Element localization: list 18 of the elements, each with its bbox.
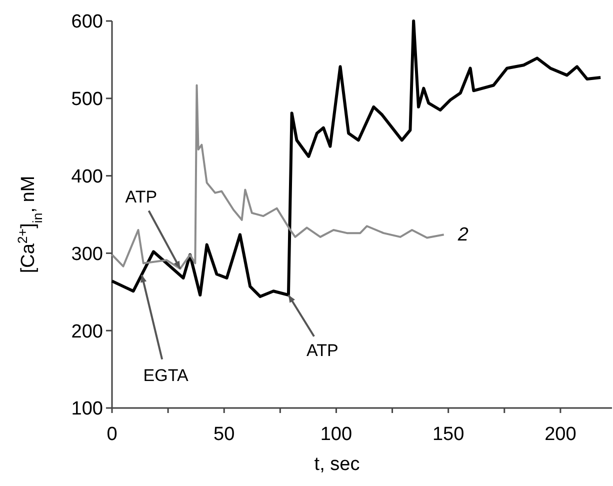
x-axis-title: t, sec bbox=[314, 454, 360, 475]
annotation: ATP bbox=[125, 188, 158, 207]
y-tick-label: 400 bbox=[71, 166, 103, 188]
x-tick-label: 50 bbox=[214, 424, 235, 445]
x-tick-label: 200 bbox=[544, 424, 576, 445]
annotation: ATP bbox=[306, 340, 338, 360]
y-tick-label: 500 bbox=[71, 89, 103, 110]
y-tick-label: 300 bbox=[71, 244, 103, 265]
x-tick-label: 0 bbox=[106, 424, 118, 445]
line-series bbox=[110, 20, 602, 298]
series-label: 2 bbox=[456, 224, 469, 246]
y-tick-label: 100 bbox=[71, 398, 103, 420]
x-tick-label: 100 bbox=[320, 424, 352, 445]
y-tick-label: 200 bbox=[71, 321, 103, 342]
x-tick-label: 150 bbox=[432, 424, 464, 445]
y-tick-label: 600 bbox=[71, 12, 103, 33]
annotation: EGTA bbox=[143, 366, 189, 385]
line-series bbox=[111, 84, 445, 270]
